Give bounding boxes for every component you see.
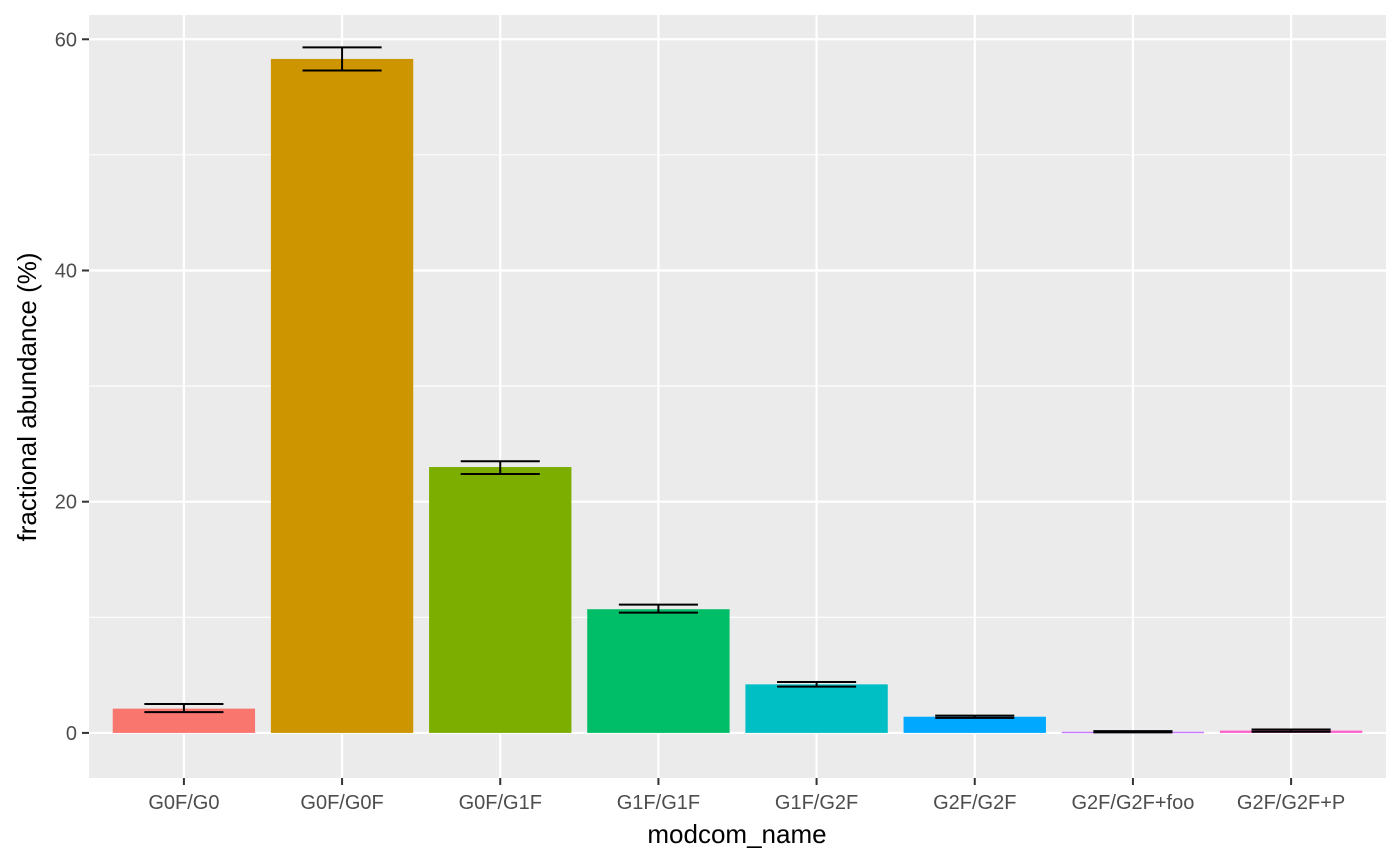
x-tick-label: G1F/G1F (617, 792, 700, 814)
bar-g1f-g2f (745, 684, 888, 733)
y-tick-label: 60 (55, 29, 77, 51)
error-bar (935, 714, 1015, 719)
bar-g0f-g0f (270, 58, 414, 733)
x-axis-title: modcom_name (647, 819, 826, 849)
y-axis-title: fractional abundance (%) (12, 252, 42, 541)
bar-g0f-g1f (429, 467, 572, 733)
bar-g2f-g2f (903, 716, 1046, 733)
x-tick-label: G2F/G2F+P (1237, 792, 1345, 814)
x-tick-label: G2F/G2F+foo (1072, 792, 1195, 814)
error-bar (460, 460, 540, 475)
error-bar (1251, 728, 1331, 733)
y-tick-label: 20 (55, 492, 77, 514)
error-bar (144, 703, 224, 714)
x-tick-label: G0F/G0F (300, 792, 383, 814)
error-bar (618, 603, 698, 614)
x-tick-label: G0F/G1F (459, 792, 542, 814)
error-bar (302, 46, 382, 72)
bars (112, 58, 1363, 734)
error-bar (777, 681, 857, 688)
error-bar (1093, 730, 1173, 734)
x-tick-label: G0F/G0 (148, 792, 219, 814)
y-axis: 0 20 40 60 (55, 29, 89, 745)
y-tick-label: 0 (66, 723, 77, 745)
x-axis: G0F/G0 G0F/G0F G0F/G1F G1F/G1F G1F/G2F G2F/G2… (148, 778, 1345, 814)
y-tick-label: 40 (55, 260, 77, 282)
x-tick-label: G1F/G2F (775, 792, 858, 814)
x-tick-label: G2F/G2F (933, 792, 1016, 814)
error-bars (144, 46, 1331, 734)
bar-g1f-g1f (587, 609, 730, 733)
